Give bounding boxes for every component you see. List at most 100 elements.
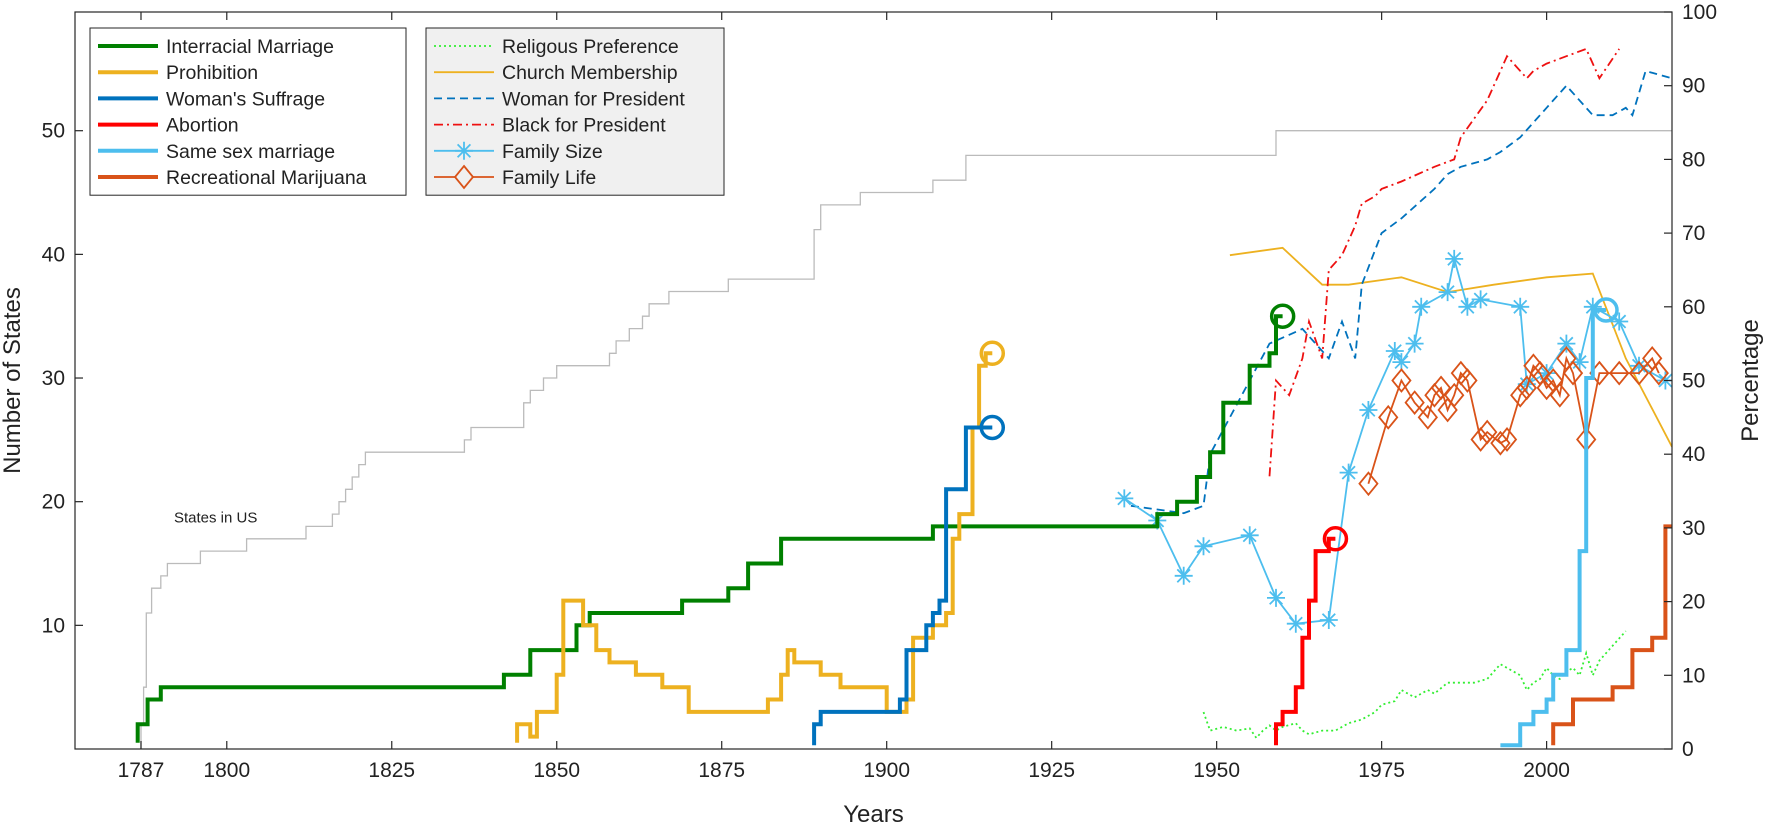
x-tick-label: 1850 — [533, 759, 580, 782]
interracial-marriage-end-marker — [1269, 303, 1296, 329]
family-life-point — [1490, 430, 1511, 456]
y-right-tick-label: 60 — [1682, 296, 1705, 319]
family-size-point — [1115, 489, 1134, 508]
y-left-tick-label: 50 — [42, 120, 65, 143]
y-right-tick-label: 50 — [1682, 370, 1705, 393]
family-size-point — [1359, 401, 1378, 419]
y-right-tick-label: 0 — [1682, 738, 1694, 761]
y-axis-left-label: Number of States — [0, 287, 26, 474]
y-right-tick-label: 20 — [1682, 591, 1705, 614]
family-size-point — [1471, 290, 1490, 309]
y-right-tick-label: 10 — [1682, 664, 1705, 687]
family-life-point — [1358, 471, 1379, 497]
series-layer: States in US — [135, 47, 1672, 749]
y-axis-right-label: Percentage — [1737, 319, 1764, 442]
legend-label-same-sex-marriage: Same sex marriage — [166, 141, 335, 163]
legend-label-religous-preference: Religous Preference — [502, 36, 679, 58]
family-life-point — [1536, 375, 1557, 401]
family-size-point — [1610, 312, 1629, 331]
clipped-series: States in US — [135, 47, 1672, 749]
legend-label-prohibition: Prohibition — [166, 62, 258, 84]
legend-label-interracial-marriage: Interracial Marriage — [166, 36, 334, 58]
family-life-point — [1470, 427, 1491, 452]
woman-s-suffrage-end-marker — [979, 414, 1006, 441]
family-life-point — [1477, 419, 1498, 445]
y-right-tick-label: 40 — [1682, 443, 1705, 466]
legend-label-church-membership: Church Membership — [502, 62, 678, 84]
legend-box — [425, 27, 725, 196]
family-life-point — [1417, 404, 1438, 430]
legend-star-marker — [455, 141, 473, 160]
family-size-point — [1267, 588, 1285, 607]
family-life-point — [1378, 404, 1399, 430]
y-right-tick-label: 70 — [1682, 222, 1705, 245]
legend-diamond-marker — [453, 164, 475, 190]
x-tick-label: 1925 — [1028, 759, 1075, 782]
legend-box — [89, 27, 407, 196]
y-left-tick-label: 20 — [42, 491, 65, 514]
family-life-line — [1367, 355, 1660, 484]
family-size-point — [1557, 334, 1576, 353]
family-size-point — [1194, 537, 1213, 556]
y-right-tick-label: 100 — [1682, 1, 1717, 24]
family-size-point — [1458, 297, 1477, 316]
family-size-point — [1392, 353, 1411, 372]
same-sex-marriage-end-marker — [1593, 297, 1619, 323]
x-tick-label: 1975 — [1358, 759, 1405, 782]
family-size-point — [1517, 375, 1536, 394]
x-tick-label: 1875 — [698, 759, 745, 782]
family-size-point — [1405, 334, 1424, 353]
interracial-marriage-line — [135, 314, 1283, 743]
family-size-point — [1286, 614, 1305, 633]
x-tick-label: 1900 — [863, 759, 910, 782]
woman-s-suffrage-line — [812, 425, 993, 746]
family-size-point — [1339, 463, 1358, 482]
recreational-marijuana-line — [1551, 524, 1672, 746]
x-tick-label: 1787 — [118, 759, 165, 782]
woman-for-president-line — [1130, 69, 1672, 515]
family-life-point — [1424, 382, 1445, 408]
family-life-point — [1444, 382, 1465, 408]
family-size-point — [1412, 297, 1431, 316]
legend-label-woman-s-suffrage: Woman's Suffrage — [166, 88, 325, 110]
y-right-tick-label: 30 — [1682, 517, 1705, 540]
legend-label-family-life: Family Life — [502, 167, 596, 189]
family-life-point — [1496, 427, 1518, 452]
family-life-point — [1648, 360, 1669, 386]
y-right-tick-label: 80 — [1682, 148, 1705, 171]
family-size-point — [1583, 297, 1602, 316]
x-tick-label: 1950 — [1193, 759, 1240, 782]
y-left-tick-label: 40 — [42, 243, 65, 266]
family-size-point — [1438, 283, 1457, 302]
abortion-line — [1274, 536, 1336, 746]
prohibition-line — [515, 351, 993, 743]
states-in-us-line — [140, 130, 1672, 749]
family-life-point — [1457, 368, 1478, 393]
x-tick-label: 1825 — [368, 759, 415, 782]
states-in-us-label: States in US — [174, 510, 257, 527]
legend-label-woman-for-president: Woman for President — [502, 88, 685, 110]
family-life-point — [1430, 375, 1452, 401]
family-size-point — [1511, 297, 1530, 316]
y-left-tick-label: 30 — [42, 367, 65, 390]
y-left-tick-label: 10 — [42, 614, 65, 637]
y-right-tick-label: 90 — [1682, 75, 1705, 98]
family-size-point — [1537, 364, 1556, 383]
black-for-president-line — [1268, 47, 1620, 477]
same-sex-marriage-line — [1500, 308, 1606, 748]
abortion-end-marker — [1322, 526, 1349, 552]
family-size-point — [1445, 249, 1464, 268]
family-size-point — [1174, 566, 1193, 585]
family-life-point — [1516, 375, 1537, 401]
family-life-point — [1609, 360, 1630, 386]
family-life-point — [1510, 382, 1531, 408]
legend-layer: Interracial Marriage Prohibition Woman's S… — [89, 27, 725, 196]
x-tick-label: 1800 — [203, 759, 250, 782]
legend-label-family-size: Family Size — [502, 141, 603, 163]
x-tick-label: 2000 — [1523, 759, 1570, 782]
family-life-point — [1549, 382, 1570, 408]
prohibition-end-marker — [979, 340, 1006, 367]
legend-label-recreational-marijuana: Recreational Marijuana — [166, 167, 367, 189]
family-size-point — [1630, 356, 1648, 375]
